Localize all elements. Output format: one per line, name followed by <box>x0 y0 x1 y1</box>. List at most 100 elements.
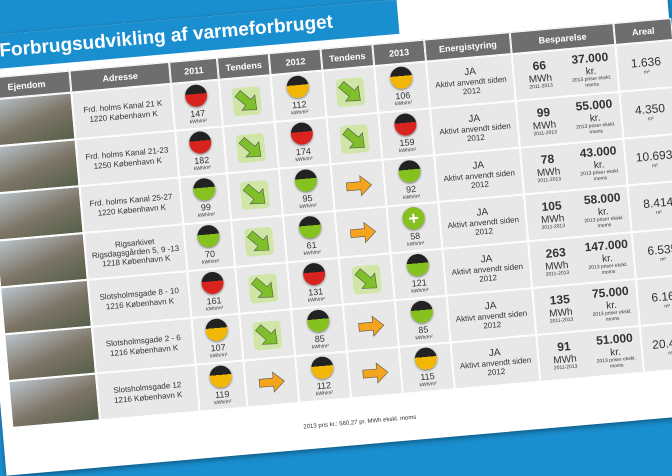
kwh-unit: kWh/m² <box>194 165 212 172</box>
price-note: 2013 priser ekskl. moms <box>570 122 622 138</box>
kwh-unit: kWh/m² <box>415 335 433 342</box>
energy-note: Aktivt anvendt siden 2012 <box>433 121 518 147</box>
status-lamp <box>298 216 322 240</box>
kwh-unit: kWh/m² <box>403 194 421 201</box>
cell: JAAktivt anvendt siden 2012 <box>430 101 520 155</box>
cell <box>331 160 387 211</box>
status-lamp <box>306 309 330 333</box>
status-lamp <box>188 131 212 155</box>
energy-note: Aktivt anvendt siden 2012 <box>445 261 530 287</box>
cell: JAAktivt anvendt siden 2012 <box>451 335 541 389</box>
building-photo <box>0 186 84 240</box>
cell <box>339 253 395 304</box>
trend-arrow <box>231 128 270 167</box>
savings-kr: 43.000kr.2013 priser ekskl. moms <box>572 144 626 185</box>
status-lamp <box>406 254 430 278</box>
cell: 147kWh/m² <box>171 80 223 131</box>
cell: JAAktivt anvendt siden 2012 <box>426 54 516 108</box>
cell: 115kWh/m² <box>399 342 455 393</box>
cell <box>223 122 279 173</box>
cell: 119kWh/m² <box>196 361 248 412</box>
kwh-unit: kWh/m² <box>395 101 413 108</box>
status-lamp <box>205 318 229 342</box>
savings-mwh: 105MWh2011-2013 <box>526 198 580 233</box>
status-lamp <box>410 300 434 324</box>
cell: JAAktivt anvendt siden 2012 <box>438 194 528 248</box>
area-unit: m² <box>648 116 654 122</box>
kwh-unit: kWh/m² <box>308 297 326 304</box>
building-photo <box>0 93 75 147</box>
trend-arrow <box>351 306 390 345</box>
cell <box>347 347 403 398</box>
area-unit: m² <box>660 257 666 263</box>
cell <box>327 113 383 164</box>
price-note: 2013 priser ekskl. moms <box>578 216 630 232</box>
cell: 159kWh/m² <box>378 108 434 159</box>
cell <box>235 262 291 313</box>
kwh-unit: kWh/m² <box>399 148 417 155</box>
kwh-unit: kWh/m² <box>291 110 309 117</box>
energy-note: Aktivt anvendt siden 2012 <box>449 308 534 334</box>
cell <box>343 300 399 351</box>
trend-arrow <box>252 362 291 401</box>
cell <box>219 75 275 126</box>
trend-arrow <box>335 119 374 158</box>
cell: 85kWh/m² <box>395 296 451 347</box>
cell: 91MWh2011-201351.000kr.2013 priser ekskl… <box>536 326 644 382</box>
area-unit: m² <box>644 70 650 76</box>
cell: 106kWh/m² <box>374 62 430 113</box>
cell: 6.535m² <box>632 227 672 279</box>
status-lamp: + <box>402 207 426 231</box>
cell <box>231 216 287 267</box>
status-lamp <box>398 160 422 184</box>
energy-note: Aktivt anvendt siden 2012 <box>429 74 514 100</box>
kwh-unit: kWh/m² <box>214 400 232 407</box>
trend-arrow <box>227 81 266 120</box>
cell: Slotsholmsgade 121216 København K <box>96 365 200 421</box>
status-lamp <box>310 356 334 380</box>
building-photo <box>0 280 92 334</box>
area-unit: m² <box>652 163 658 169</box>
status-lamp <box>209 365 233 389</box>
plus-icon: + <box>402 207 426 231</box>
trend-arrow <box>355 353 394 392</box>
price-note: 2013 priser ekskl. moms <box>566 75 618 91</box>
cell: 8.414m² <box>628 180 672 232</box>
energy-note: Aktivt anvendt siden 2012 <box>453 355 538 381</box>
cell <box>227 169 283 220</box>
trend-arrow <box>347 260 386 299</box>
status-lamp <box>394 113 418 137</box>
kwh-unit: kWh/m² <box>316 391 334 398</box>
status-lamp <box>290 122 314 146</box>
savings-kr: 75.000kr.2013 priser ekskl. moms <box>584 284 638 325</box>
infographic-card: Forbrugsudvikling af varmeforbruget Ejen… <box>0 0 672 476</box>
building-photo <box>4 327 96 381</box>
status-lamp <box>197 225 221 249</box>
trend-arrow <box>339 166 378 205</box>
energy-note: Aktivt anvendt siden 2012 <box>437 168 522 194</box>
status-lamp <box>286 75 310 99</box>
status-lamp <box>414 347 438 371</box>
kwh-unit: kWh/m² <box>411 288 429 295</box>
cell: JAAktivt anvendt siden 2012 <box>442 241 532 295</box>
cell <box>322 66 378 117</box>
